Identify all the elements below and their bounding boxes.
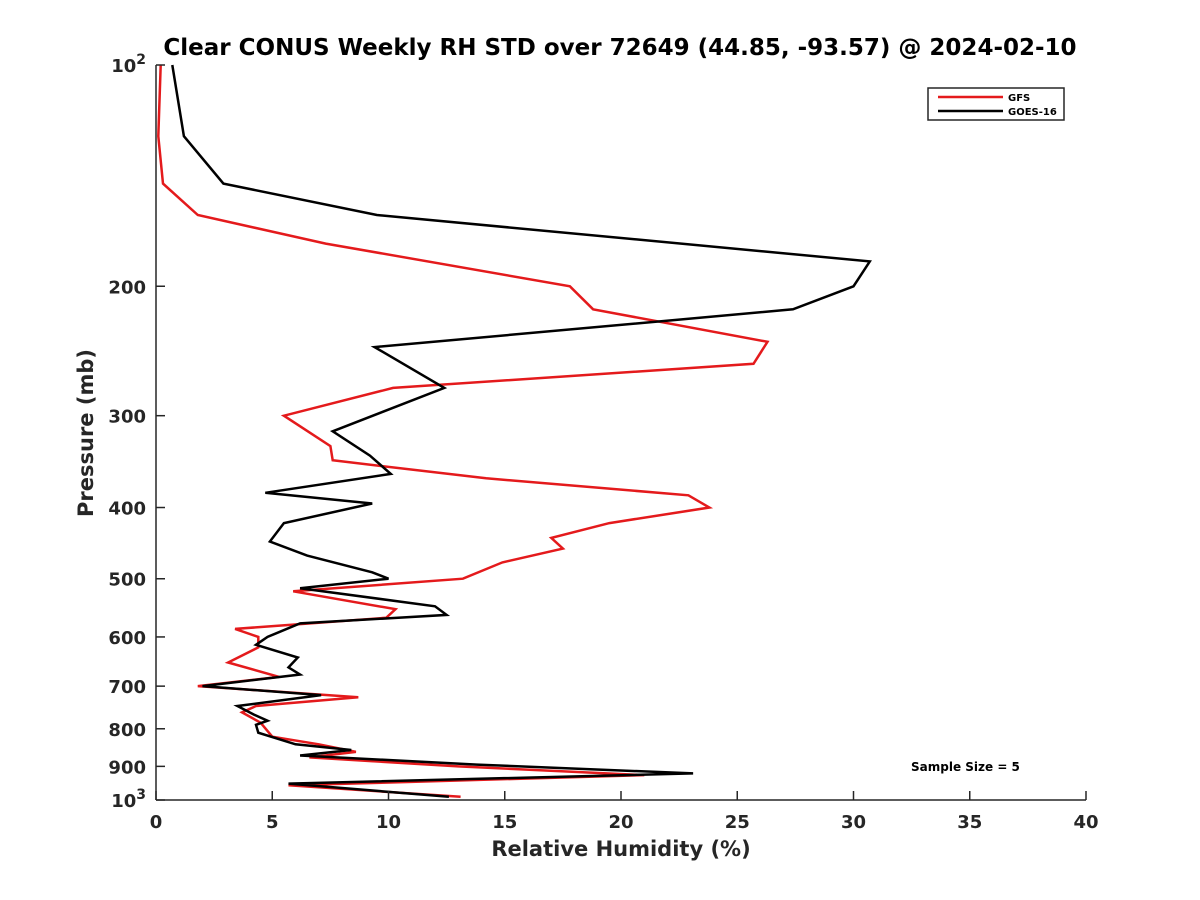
x-tick-label: 35 (957, 812, 982, 833)
series-line-goes-16 (171, 64, 872, 799)
y-tick-label: 300 (108, 407, 146, 428)
y-axis-label: Pressure (mb) (74, 349, 98, 517)
chart-title: Clear CONUS Weekly RH STD over 72649 (44… (163, 35, 1076, 61)
x-tick-label: 5 (266, 812, 279, 833)
y-ticks: 102 200 300 400 500 600 700 800 900 103 (108, 52, 165, 812)
y-tick-label: 600 (108, 628, 146, 649)
series-layer (157, 64, 872, 799)
axes-layer (155, 65, 1086, 801)
x-tick-label: 20 (608, 812, 633, 833)
y-tick-label: 103 (111, 787, 146, 812)
x-tick-label: 25 (725, 812, 750, 833)
y-tick-label: 200 (108, 277, 146, 298)
y-tick-label: 500 (108, 570, 146, 591)
series-line-gfs (157, 64, 770, 799)
legend-label-gfs: GFS (1008, 93, 1030, 104)
legend-label-goes-16: GOES-16 (1008, 107, 1057, 118)
y-tick-label: 400 (108, 499, 146, 520)
y-tick-label: 102 (111, 52, 146, 77)
y-tick-label: 900 (108, 757, 146, 778)
legend-box (927, 87, 1065, 121)
x-tick-label: 30 (841, 812, 866, 833)
x-tick-label: 0 (150, 812, 163, 833)
y-tick-label: 700 (108, 677, 146, 698)
y-tick-label: 800 (108, 720, 146, 741)
x-tick-label: 40 (1073, 812, 1098, 833)
x-axis-label: Relative Humidity (%) (491, 837, 750, 861)
legend: GFS GOES-16 (927, 87, 1065, 121)
x-tick-label: 15 (492, 812, 517, 833)
x-ticks: 0 5 10 15 20 25 30 35 40 (150, 791, 1099, 833)
sample-size-annotation: Sample Size = 5 (911, 760, 1020, 774)
x-tick-label: 10 (376, 812, 401, 833)
legend-entries: GFS GOES-16 (938, 93, 1057, 118)
